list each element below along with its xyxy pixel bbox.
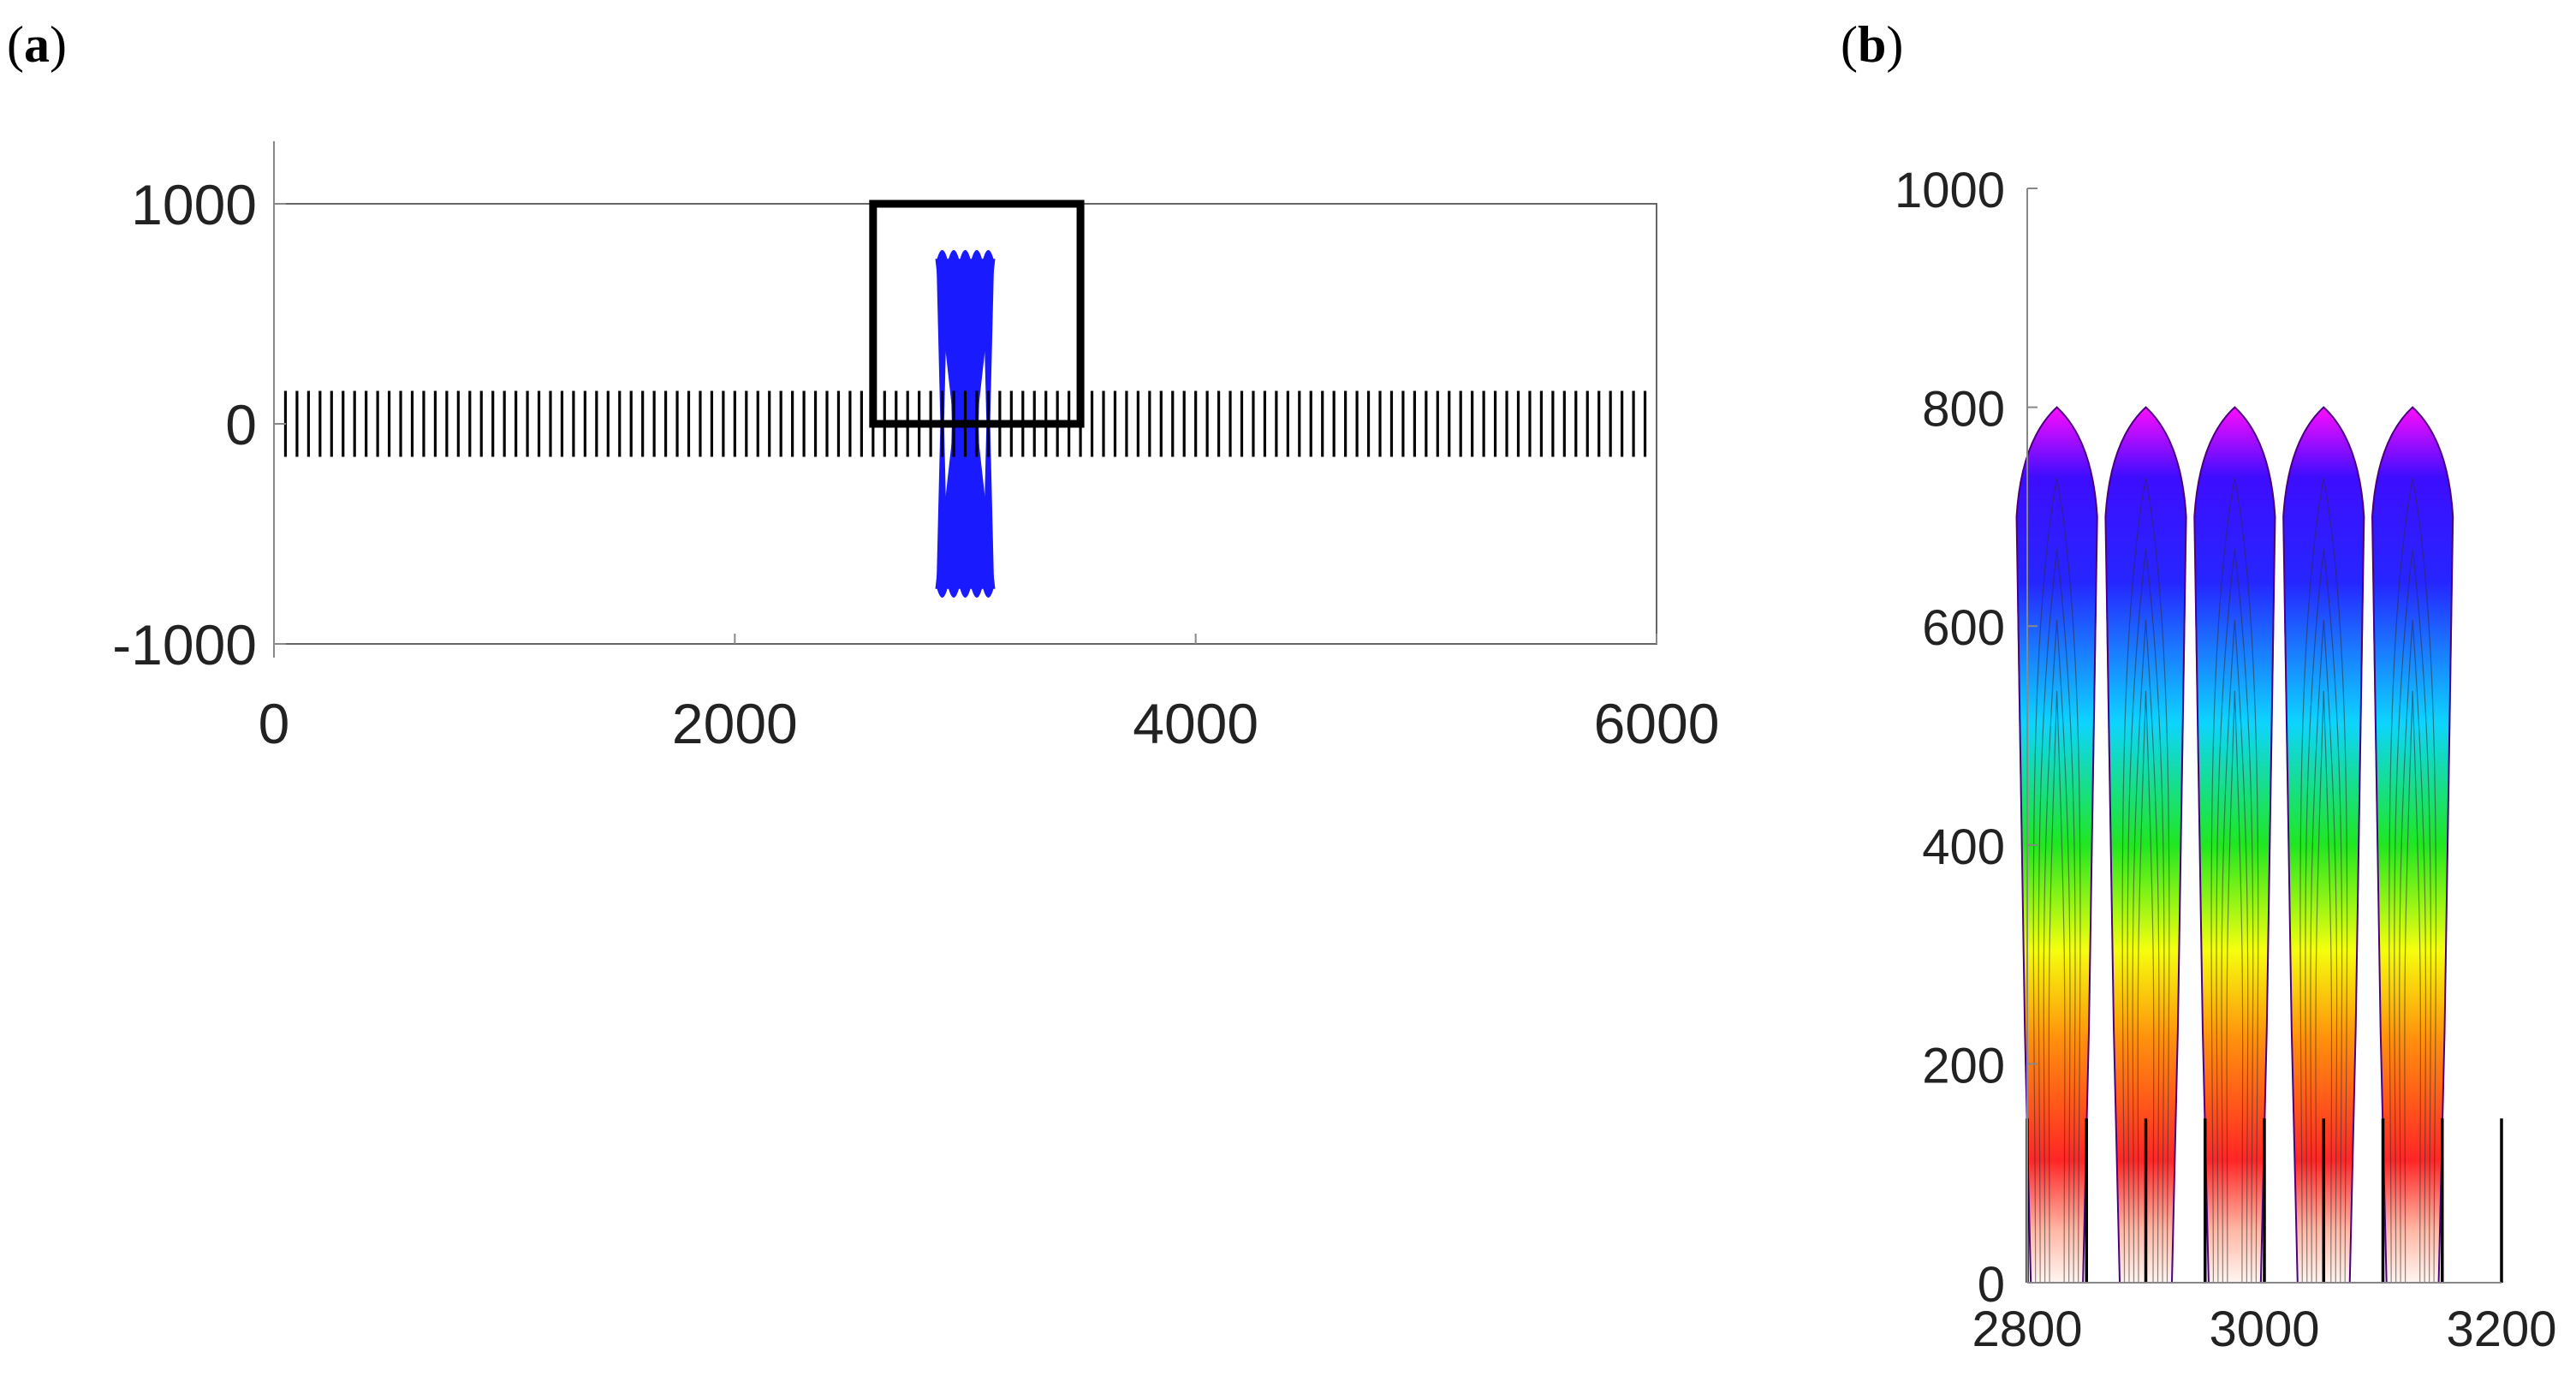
- panel-label-b-letter: b: [1857, 16, 1887, 73]
- b-y-tick-label: 600: [1922, 600, 2005, 656]
- b-lobe-contour: [2310, 620, 2338, 1284]
- b-lobe-contour: [2315, 690, 2333, 1284]
- b-lobe-contour: [2121, 478, 2170, 1284]
- panel-label-a-letter: a: [23, 16, 50, 73]
- panel-b-axes: [2026, 188, 2502, 1284]
- b-lobe-contour: [2127, 549, 2165, 1284]
- panel-label-a: (a): [7, 16, 67, 73]
- panel-a-zoom-box: [869, 200, 1085, 428]
- panel-b-ticks: 0 200 400 600 800 1000 2800 3000 3200: [1895, 163, 2557, 1357]
- b-lobe-contour: [2299, 478, 2348, 1284]
- b-lobe-contour: [2137, 690, 2155, 1284]
- a-x-tick-label: 0: [259, 692, 290, 755]
- b-x-tick-label: 2800: [1972, 1302, 2082, 1357]
- panel-b-segments: [2026, 1118, 2503, 1283]
- b-lobe-contour: [2394, 549, 2432, 1284]
- a-y-tick-label: 1000: [131, 173, 257, 236]
- b-lobe-contour: [2305, 549, 2343, 1284]
- b-lobe: [2104, 406, 2187, 1284]
- b-x-tick-label: 3000: [2209, 1302, 2319, 1357]
- panel-a-segments: [283, 390, 1647, 457]
- b-y-tick-label: 200: [1922, 1038, 2005, 1093]
- b-lobe-contour: [2221, 620, 2249, 1284]
- b-x-tick-label: 3200: [2446, 1302, 2556, 1357]
- b-y-tick-label: 1000: [1895, 163, 2005, 218]
- b-lobe: [2371, 406, 2454, 1284]
- a-y-tick-label: 0: [225, 393, 257, 456]
- b-lobe-contour: [2404, 690, 2422, 1284]
- b-lobe: [2282, 406, 2365, 1284]
- b-y-tick-label: 800: [1922, 382, 2005, 438]
- panel-b-lobes: [2015, 406, 2454, 1284]
- b-lobe-contour: [2048, 690, 2066, 1284]
- b-lobe-contour: [2032, 478, 2081, 1284]
- b-lobe-contour: [2210, 478, 2259, 1284]
- a-y-tick-label: -1000: [112, 613, 257, 676]
- b-y-tick-label: 400: [1922, 819, 2005, 875]
- b-lobe-contour: [2389, 478, 2437, 1284]
- b-lobe-contour: [2226, 690, 2244, 1284]
- a-x-tick-label: 2000: [672, 692, 798, 755]
- panel-label-b: (b): [1841, 16, 1904, 73]
- panel-b-chart: 0 200 400 600 800 1000 2800 3000 3200: [1895, 163, 2557, 1357]
- b-lobe-contour: [2216, 549, 2254, 1284]
- b-lobe-contour: [2043, 620, 2071, 1284]
- a-x-tick-label: 4000: [1133, 692, 1258, 755]
- b-lobe-contour: [2399, 620, 2427, 1284]
- b-lobe-contour: [2038, 549, 2076, 1284]
- b-y-tick-label: 0: [1978, 1257, 2005, 1313]
- a-x-tick-label: 6000: [1594, 692, 1720, 755]
- b-lobe: [2193, 406, 2276, 1284]
- b-lobe-contour: [2132, 620, 2160, 1284]
